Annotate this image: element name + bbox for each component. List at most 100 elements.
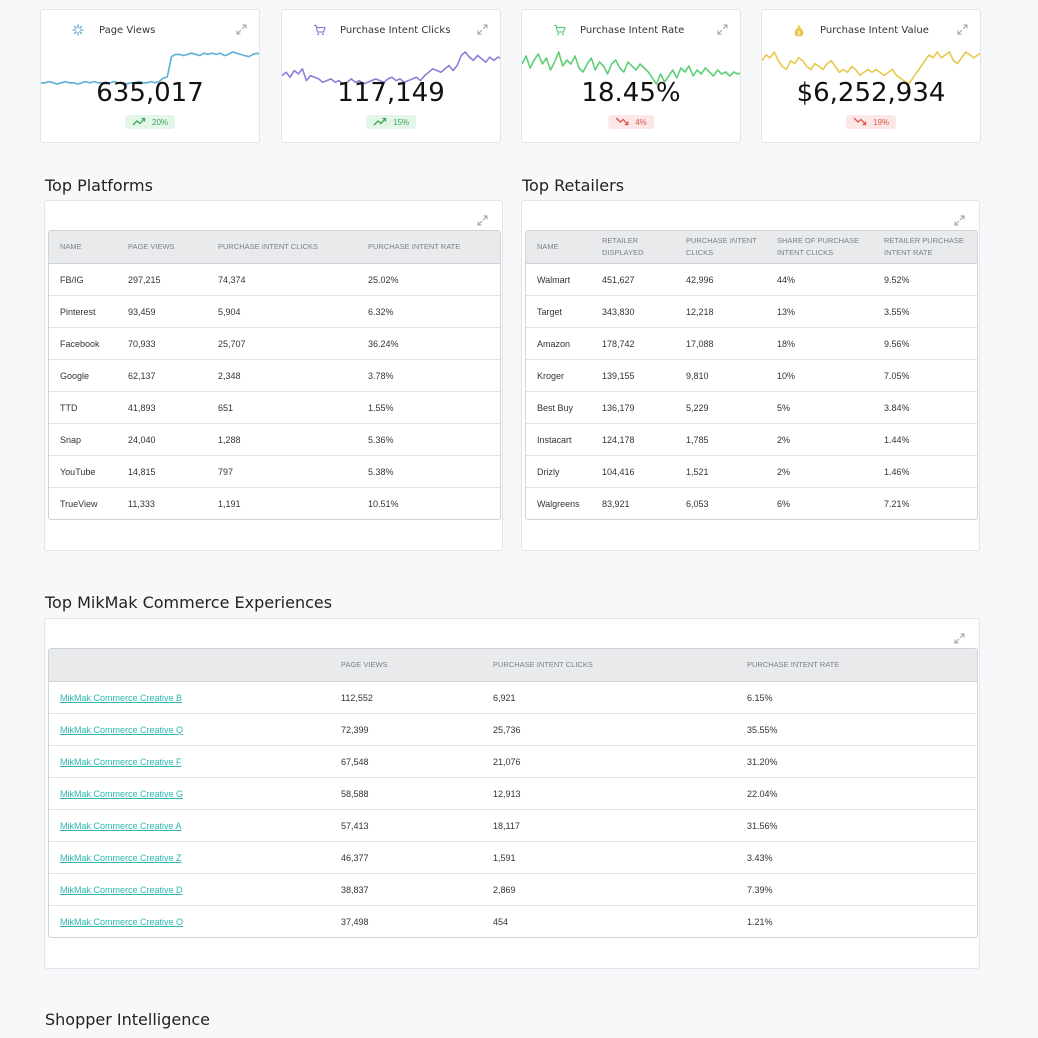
experience-link[interactable]: MikMak Commerce Creative D (60, 884, 183, 895)
table-cell: Target (526, 296, 591, 327)
kpi-change-value: 4% (635, 117, 647, 127)
cell-value: 9.56% (884, 338, 910, 349)
cell-value: 2% (777, 466, 791, 477)
column-header[interactable]: PURCHASE INTENT CLICKS (218, 242, 318, 251)
table-row: Walmart 451,627 42,996 44% 9.52% (526, 264, 977, 296)
kpi-sparkline (41, 51, 259, 85)
cell-value: 7.39% (747, 884, 773, 895)
cell-value: 25,736 (493, 724, 521, 735)
table-row: MikMak Commerce Creative B 112,552 6,921 6.… (49, 682, 977, 714)
cell-value: 10% (777, 370, 796, 381)
table-cell: Snap (49, 424, 117, 455)
cell-value: 18% (777, 338, 796, 349)
column-header[interactable]: PAGE VIEWS (128, 242, 175, 251)
cell-value: 178,742 (602, 338, 635, 349)
kpi-sparkline (522, 51, 740, 85)
column-header[interactable] (49, 649, 330, 681)
expand-icon[interactable] (954, 213, 965, 226)
experience-link[interactable]: MikMak Commerce Creative A (60, 820, 182, 831)
table-cell: 36.24% (357, 328, 500, 359)
cell-value: 14,815 (128, 466, 156, 477)
cell-value: 5.38% (368, 466, 394, 477)
table-row: MikMak Commerce Creative A 57,413 18,117 31… (49, 810, 977, 842)
column-header[interactable]: PURCHASE INTENT CLICKS (686, 236, 757, 257)
table-row: Snap 24,040 1,288 5.36% (49, 424, 500, 456)
cell-value: 70,933 (128, 338, 156, 349)
kpi-card-purchase-intent-value: $ Purchase Intent Value $6,252,934 19% (761, 9, 981, 143)
cell-value: 62,137 (128, 370, 156, 381)
table-cell: 1,591 (482, 842, 736, 873)
cell-value: 136,179 (602, 402, 635, 413)
cell-value: 21,076 (493, 756, 521, 767)
svg-text:$: $ (797, 30, 800, 36)
cell-value: 104,416 (602, 466, 635, 477)
table-cell: 797 (207, 456, 357, 487)
cell-value: 11,333 (128, 498, 155, 509)
expand-icon[interactable] (236, 22, 247, 35)
table-row: FB/IG 297,215 74,374 25.02% (49, 264, 500, 296)
column-header[interactable]: SHARE OF PURCHASE INTENT CLICKS (777, 236, 860, 257)
money-bag-icon: $ (792, 23, 806, 37)
kpi-title: Page Views (99, 24, 156, 36)
column-header[interactable]: NAME (60, 242, 82, 251)
cell-value: 72,399 (341, 724, 369, 735)
sparkle-icon (71, 23, 85, 37)
table-row: MikMak Commerce Creative Q 72,399 25,736 35… (49, 714, 977, 746)
table-cell: YouTube (49, 456, 117, 487)
cell-value: 1.55% (368, 402, 394, 413)
column-header[interactable]: PURCHASE INTENT CLICKS (493, 660, 593, 669)
experience-link[interactable]: MikMak Commerce Creative Z (60, 852, 182, 863)
expand-icon[interactable] (477, 22, 488, 35)
table-cell: 1.55% (357, 392, 500, 423)
cell-value: 46,377 (341, 852, 369, 863)
cell-value: 41,893 (128, 402, 156, 413)
table-row: Drizly 104,416 1,521 2% 1.46% (526, 456, 977, 488)
table-cell: 37,498 (330, 906, 482, 937)
cell-value: 35.55% (747, 724, 778, 735)
cell-value: 58,588 (341, 788, 369, 799)
kpi-value: $6,252,934 (796, 78, 946, 108)
table-cell: 74,374 (207, 264, 357, 295)
column-header[interactable]: PURCHASE INTENT RATE (747, 660, 840, 669)
column-header[interactable]: RETAILER DISPLAYED (602, 236, 644, 257)
experience-link[interactable]: MikMak Commerce Creative G (60, 788, 184, 799)
table-cell: 9,810 (675, 360, 766, 391)
experience-link[interactable]: MikMak Commerce Creative Q (60, 724, 184, 735)
table-cell: 93,459 (117, 296, 207, 327)
expand-icon[interactable] (954, 631, 965, 644)
column-header[interactable]: NAME (537, 242, 559, 251)
cell-value: YouTube (60, 466, 96, 477)
expand-icon[interactable] (477, 213, 488, 226)
cell-value: 651 (218, 402, 234, 413)
column-header[interactable]: RETAILER PURCHASE INTENT RATE (884, 236, 964, 257)
table-cell: 58,588 (330, 778, 482, 809)
table-cell: 67,548 (330, 746, 482, 777)
table-cell: 21,076 (482, 746, 736, 777)
column-header[interactable]: PURCHASE INTENT RATE (368, 242, 461, 251)
table-cell: 124,178 (591, 424, 675, 455)
cell-value: 343,830 (602, 306, 635, 317)
kpi-title: Purchase Intent Clicks (340, 24, 451, 36)
expand-icon[interactable] (717, 22, 728, 35)
kpi-card-purchase-intent-rate: Purchase Intent Rate 18.45% 4% (521, 9, 741, 143)
cell-value: 7.05% (884, 370, 910, 381)
cell-value: 22.04% (747, 788, 778, 799)
table-cell: 12,218 (675, 296, 766, 327)
column-header[interactable]: PAGE VIEWS (341, 660, 388, 669)
kpi-card-purchase-intent-clicks: Purchase Intent Clicks 117,149 15% (281, 9, 501, 143)
table-cell: 14,815 (117, 456, 207, 487)
experience-link[interactable]: MikMak Commerce Creative F (60, 756, 182, 767)
cell-value: Facebook (60, 338, 100, 349)
table-cell: 2% (766, 424, 873, 455)
kpi-change-value: 20% (151, 117, 169, 127)
table-cell: 5.36% (357, 424, 500, 455)
expand-icon[interactable] (957, 22, 968, 35)
table-cell: 24,040 (117, 424, 207, 455)
trend-down-icon (853, 117, 867, 128)
cell-value: 112,552 (341, 692, 373, 703)
table-cell: Walmart (526, 264, 591, 295)
experience-link[interactable]: MikMak Commerce Creative B (60, 692, 183, 703)
trend-up-icon (373, 117, 387, 128)
table-cell: 42,996 (675, 264, 766, 295)
experience-link[interactable]: MikMak Commerce Creative O (60, 916, 184, 927)
